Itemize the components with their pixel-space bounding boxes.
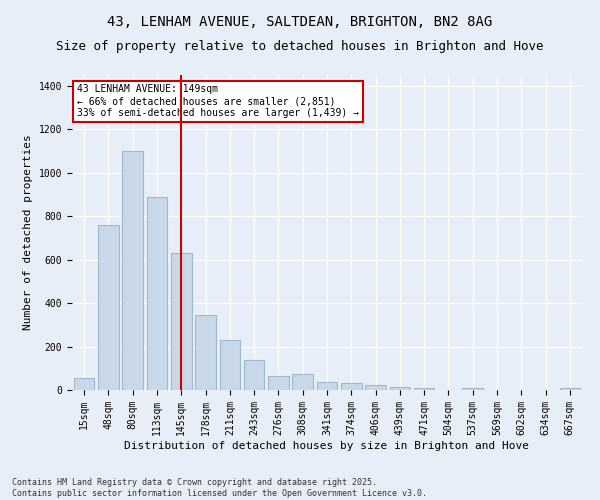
Bar	[146, 196, 167, 390]
X-axis label: Distribution of detached houses by size in Brighton and Hove: Distribution of detached houses by size …	[125, 440, 530, 450]
Bar	[341, 383, 362, 390]
Bar	[122, 151, 143, 390]
Bar	[560, 388, 580, 390]
Bar	[389, 387, 410, 390]
Bar	[171, 253, 191, 390]
Text: Size of property relative to detached houses in Brighton and Hove: Size of property relative to detached ho…	[56, 40, 544, 53]
Bar	[195, 315, 216, 390]
Text: 43, LENHAM AVENUE, SALTDEAN, BRIGHTON, BN2 8AG: 43, LENHAM AVENUE, SALTDEAN, BRIGHTON, B…	[107, 15, 493, 29]
Bar	[268, 376, 289, 390]
Bar	[220, 340, 240, 390]
Text: 43 LENHAM AVENUE: 149sqm
← 66% of detached houses are smaller (2,851)
33% of sem: 43 LENHAM AVENUE: 149sqm ← 66% of detach…	[77, 84, 359, 117]
Y-axis label: Number of detached properties: Number of detached properties	[23, 134, 33, 330]
Text: Contains HM Land Registry data © Crown copyright and database right 2025.
Contai: Contains HM Land Registry data © Crown c…	[12, 478, 427, 498]
Bar	[98, 225, 119, 390]
Bar	[292, 374, 313, 390]
Bar	[74, 378, 94, 390]
Bar	[244, 360, 265, 390]
Bar	[365, 385, 386, 390]
Bar	[463, 388, 483, 390]
Bar	[317, 382, 337, 390]
Bar	[414, 388, 434, 390]
